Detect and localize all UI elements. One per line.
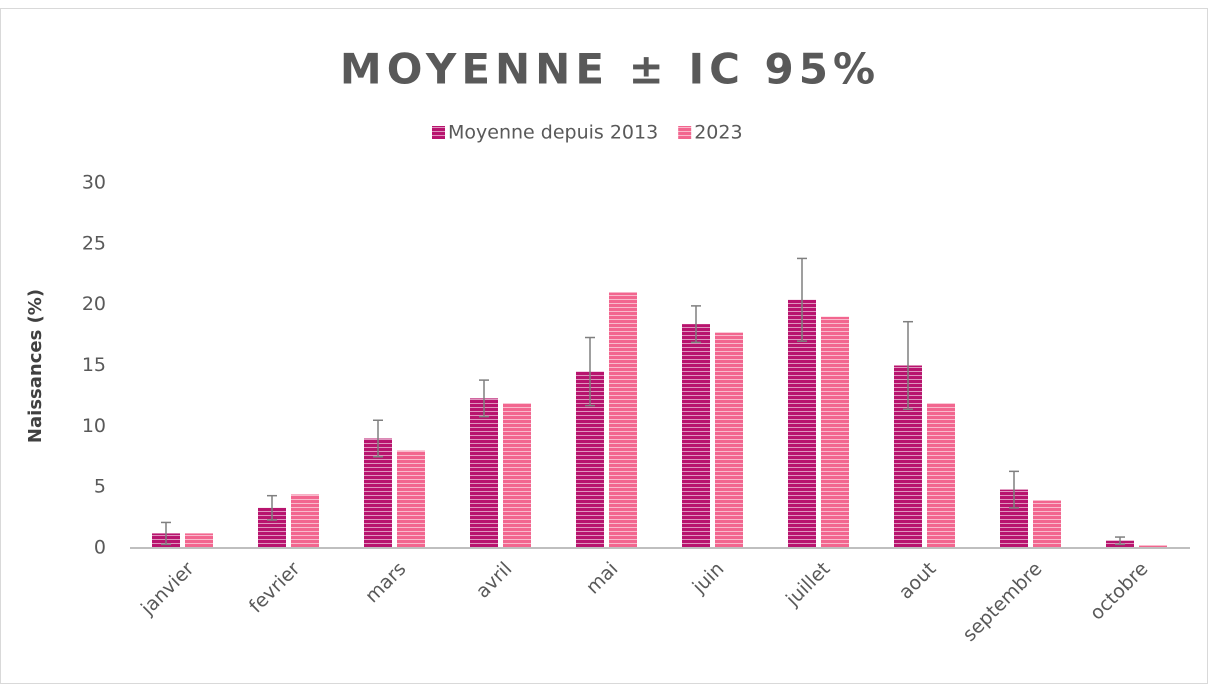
y-tick-label: 30 (82, 172, 106, 194)
legend-swatch (678, 126, 692, 139)
bar (927, 403, 955, 548)
bar (1139, 545, 1167, 548)
error-bar (797, 257, 807, 342)
bar (291, 494, 319, 548)
y-tick-label: 25 (82, 232, 106, 254)
legend-swatch (432, 126, 445, 139)
bar (185, 533, 213, 548)
legend-label: 2023 (694, 122, 742, 144)
y-axis-label: Naissances (%) (25, 289, 46, 443)
bar (470, 398, 498, 548)
chart-title: MOYENNE ± IC 95% (340, 45, 880, 94)
error-bar (479, 379, 489, 418)
bar (397, 450, 425, 548)
error-bar (691, 305, 701, 344)
error-bar (373, 419, 383, 458)
y-tick-label: 10 (82, 415, 106, 437)
error-bar (267, 494, 277, 521)
y-tick-label: 5 (94, 476, 106, 498)
chart-frame (0, 8, 1208, 684)
bar (503, 403, 531, 548)
y-tick-label: 15 (82, 354, 106, 376)
bar (682, 324, 710, 548)
error-bar (903, 320, 913, 411)
bar (821, 316, 849, 548)
bar (715, 332, 743, 548)
bar (1033, 500, 1061, 548)
error-bar (1115, 536, 1125, 546)
error-bar (1009, 470, 1019, 509)
error-bar (161, 521, 171, 546)
legend-label: Moyenne depuis 2013 (448, 122, 658, 144)
y-tick-label: 20 (82, 293, 106, 315)
bar (609, 292, 637, 548)
error-bar (585, 336, 595, 407)
y-tick-label: 0 (94, 537, 106, 559)
